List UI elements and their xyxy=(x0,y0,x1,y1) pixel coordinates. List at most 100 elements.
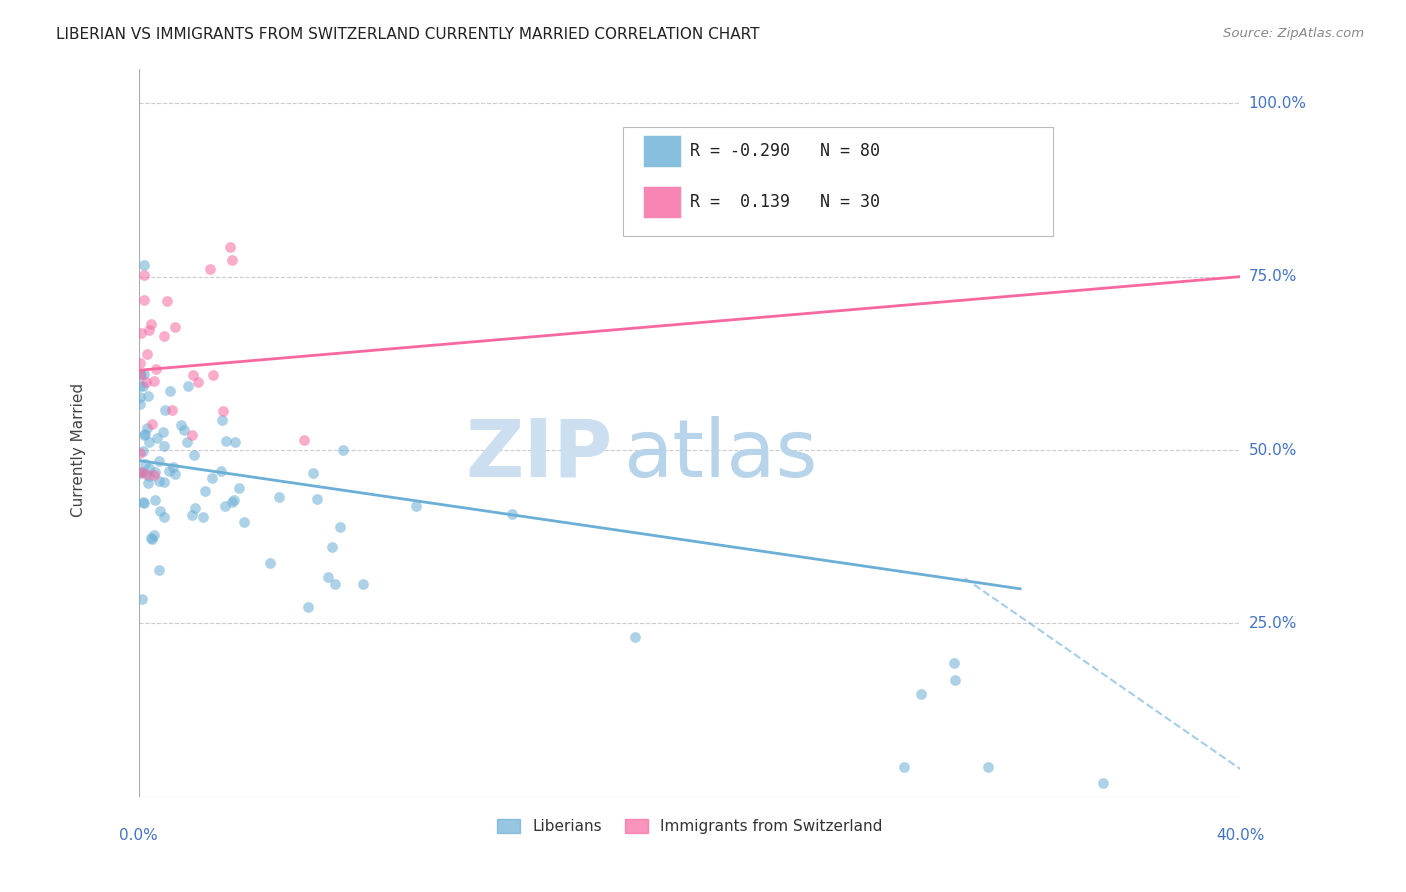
Point xyxy=(228,481,250,495)
Point xyxy=(141,417,163,431)
Point xyxy=(153,438,176,452)
Point xyxy=(352,576,374,591)
Point xyxy=(305,491,328,506)
Point xyxy=(135,421,157,435)
Point xyxy=(142,374,165,388)
Point xyxy=(129,466,152,480)
Point xyxy=(1091,776,1114,790)
Point xyxy=(301,466,323,480)
Point xyxy=(152,329,174,343)
Point xyxy=(297,599,319,614)
Point xyxy=(129,368,152,382)
Point xyxy=(145,362,167,376)
FancyBboxPatch shape xyxy=(623,127,1053,236)
Text: Currently Married: Currently Married xyxy=(70,383,86,517)
Point xyxy=(180,427,202,442)
Point xyxy=(134,426,156,441)
Point xyxy=(321,540,343,554)
Point xyxy=(977,759,1000,773)
Point xyxy=(141,318,163,332)
Point xyxy=(143,468,166,483)
Point xyxy=(292,434,315,448)
Point xyxy=(202,368,225,383)
Point xyxy=(143,465,166,479)
Point xyxy=(893,759,915,773)
Point xyxy=(233,515,256,529)
Point xyxy=(153,510,176,524)
Point xyxy=(159,384,181,399)
Point xyxy=(134,496,156,510)
Point xyxy=(170,417,193,432)
Text: ZIP: ZIP xyxy=(465,416,613,493)
Point xyxy=(136,476,159,491)
Point xyxy=(214,499,236,513)
Point xyxy=(183,448,205,462)
Point xyxy=(153,402,176,417)
Point xyxy=(143,527,166,541)
Point xyxy=(132,443,155,458)
FancyBboxPatch shape xyxy=(644,186,681,218)
Point xyxy=(134,457,156,471)
Point xyxy=(138,469,160,483)
Point xyxy=(138,323,160,337)
Point xyxy=(176,434,198,449)
Point xyxy=(132,494,155,508)
Point xyxy=(329,520,352,534)
Point xyxy=(135,467,157,481)
Point xyxy=(181,368,204,382)
Point xyxy=(200,262,222,277)
Point xyxy=(194,484,217,499)
Text: LIBERIAN VS IMMIGRANTS FROM SWITZERLAND CURRENTLY MARRIED CORRELATION CHART: LIBERIAN VS IMMIGRANTS FROM SWITZERLAND … xyxy=(56,27,759,42)
Point xyxy=(193,510,215,524)
Point xyxy=(160,403,183,417)
Point xyxy=(173,423,195,437)
Point xyxy=(222,493,245,508)
Text: atlas: atlas xyxy=(623,416,818,493)
Point xyxy=(148,563,170,577)
Point xyxy=(129,465,152,479)
Point xyxy=(129,368,152,382)
Text: Source: ZipAtlas.com: Source: ZipAtlas.com xyxy=(1223,27,1364,40)
Point xyxy=(134,268,156,283)
Legend: Liberians, Immigrants from Switzerland: Liberians, Immigrants from Switzerland xyxy=(491,813,889,840)
Point xyxy=(209,464,232,478)
Point xyxy=(148,475,170,489)
Text: R = -0.290   N = 80: R = -0.290 N = 80 xyxy=(689,142,880,160)
Text: 50.0%: 50.0% xyxy=(1249,442,1298,458)
Point xyxy=(131,326,153,340)
Point xyxy=(163,467,186,481)
Point xyxy=(943,673,966,688)
Text: 25.0%: 25.0% xyxy=(1249,616,1298,631)
Point xyxy=(134,368,156,382)
Text: R =  0.139   N = 30: R = 0.139 N = 30 xyxy=(689,193,880,211)
Point xyxy=(219,239,242,253)
Point xyxy=(259,557,281,571)
Point xyxy=(201,471,224,485)
Point xyxy=(156,294,179,309)
Text: 100.0%: 100.0% xyxy=(1249,95,1306,111)
Point xyxy=(224,435,246,450)
Point xyxy=(332,443,354,458)
Point xyxy=(177,378,200,392)
Point xyxy=(148,454,170,468)
Point xyxy=(129,390,152,404)
Point xyxy=(157,464,180,478)
Point xyxy=(136,389,159,403)
Point xyxy=(898,178,921,192)
Point xyxy=(221,495,243,509)
Point xyxy=(149,503,172,517)
Point xyxy=(145,493,167,508)
Point xyxy=(163,319,186,334)
Point xyxy=(136,347,159,361)
Text: 40.0%: 40.0% xyxy=(1216,828,1264,843)
Point xyxy=(131,465,153,479)
Point xyxy=(405,500,427,514)
Point xyxy=(267,491,290,505)
Point xyxy=(316,569,339,583)
Point xyxy=(132,427,155,442)
Point xyxy=(501,507,523,521)
Point xyxy=(129,397,152,411)
Point xyxy=(129,379,152,393)
Point xyxy=(323,577,346,591)
Point xyxy=(187,376,209,390)
